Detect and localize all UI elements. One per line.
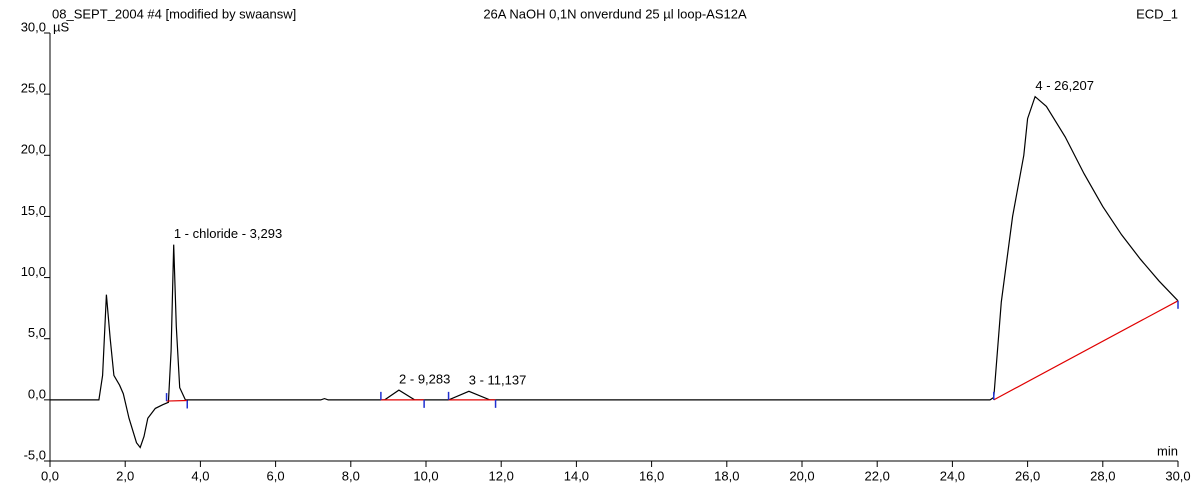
trace: [50, 95, 1179, 449]
x-tick-label: 4,0: [191, 468, 209, 483]
peak-label: 4 - 26,207: [1035, 78, 1094, 93]
x-tick-label: 28,0: [1090, 468, 1115, 483]
baseline: [993, 300, 1179, 401]
y-tick-label: 20,0: [21, 142, 46, 157]
x-tick-label: 12,0: [489, 468, 514, 483]
x-tick-label: 30,0: [1165, 468, 1190, 483]
x-tick-label: 6,0: [267, 468, 285, 483]
x-tick-label: 18,0: [714, 468, 739, 483]
x-tick-label: 20,0: [789, 468, 814, 483]
y-tick-label: 10,0: [21, 264, 46, 279]
y-tick-label: 15,0: [21, 203, 46, 218]
x-tick-label: 2,0: [116, 468, 134, 483]
peak-label: 1 - chloride - 3,293: [174, 226, 282, 241]
peak-label: 3 - 11,137: [469, 373, 527, 388]
x-tick-label: 22,0: [865, 468, 890, 483]
y-axis-label: µS: [53, 19, 69, 34]
y-tick-label: 5,0: [28, 325, 46, 340]
y-tick-label: 0,0: [28, 386, 46, 401]
peak-label: 2 - 9,283: [399, 372, 450, 387]
x-tick-label: 0,0: [41, 468, 59, 483]
y-tick-label: 25,0: [21, 81, 46, 96]
header-left: 08_SEPT_2004 #4 [modified by swaansw]: [52, 6, 296, 21]
chart-title: 26A NaOH 0,1N onverdund 25 µl loop-AS12A: [483, 6, 747, 21]
x-tick-label: 10,0: [413, 468, 438, 483]
header-right: ECD_1: [1136, 6, 1178, 21]
x-axis-label: min: [1157, 443, 1178, 458]
x-tick-label: 8,0: [342, 468, 360, 483]
baseline: [166, 399, 188, 402]
y-tick-label: 30,0: [21, 19, 46, 34]
x-tick-label: 14,0: [564, 468, 589, 483]
y-tick-label: -5,0: [24, 447, 46, 462]
x-tick-label: 16,0: [639, 468, 664, 483]
x-tick-label: 24,0: [940, 468, 965, 483]
x-tick-label: 26,0: [1015, 468, 1040, 483]
